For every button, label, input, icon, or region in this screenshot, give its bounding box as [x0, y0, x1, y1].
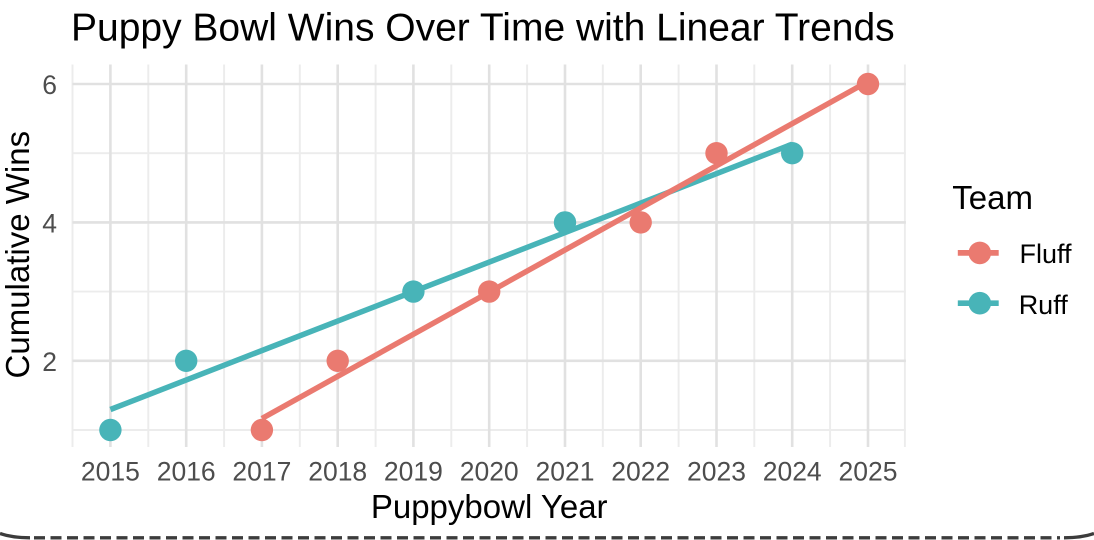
svg-text:2: 2 [42, 347, 57, 377]
svg-text:2018: 2018 [308, 456, 367, 486]
svg-text:Puppybowl Year: Puppybowl Year [371, 488, 608, 525]
svg-text:2022: 2022 [611, 456, 670, 486]
svg-text:2016: 2016 [157, 456, 216, 486]
svg-text:2015: 2015 [81, 456, 140, 486]
svg-text:4: 4 [42, 208, 57, 238]
svg-text:2019: 2019 [384, 456, 443, 486]
svg-text:Puppy Bowl Wins Over Time with: Puppy Bowl Wins Over Time with Linear Tr… [71, 7, 895, 50]
svg-text:2020: 2020 [460, 456, 519, 486]
svg-text:2017: 2017 [232, 456, 291, 486]
svg-text:2021: 2021 [536, 456, 595, 486]
svg-text:6: 6 [42, 70, 57, 100]
svg-text:Fluff: Fluff [1020, 239, 1073, 269]
svg-text:2023: 2023 [687, 456, 746, 486]
svg-text:Team: Team [952, 179, 1033, 216]
svg-text:Cumulative Wins: Cumulative Wins [0, 131, 36, 379]
svg-text:2024: 2024 [763, 456, 822, 486]
svg-text:2025: 2025 [839, 456, 898, 486]
svg-text:Ruff: Ruff [1019, 290, 1069, 320]
